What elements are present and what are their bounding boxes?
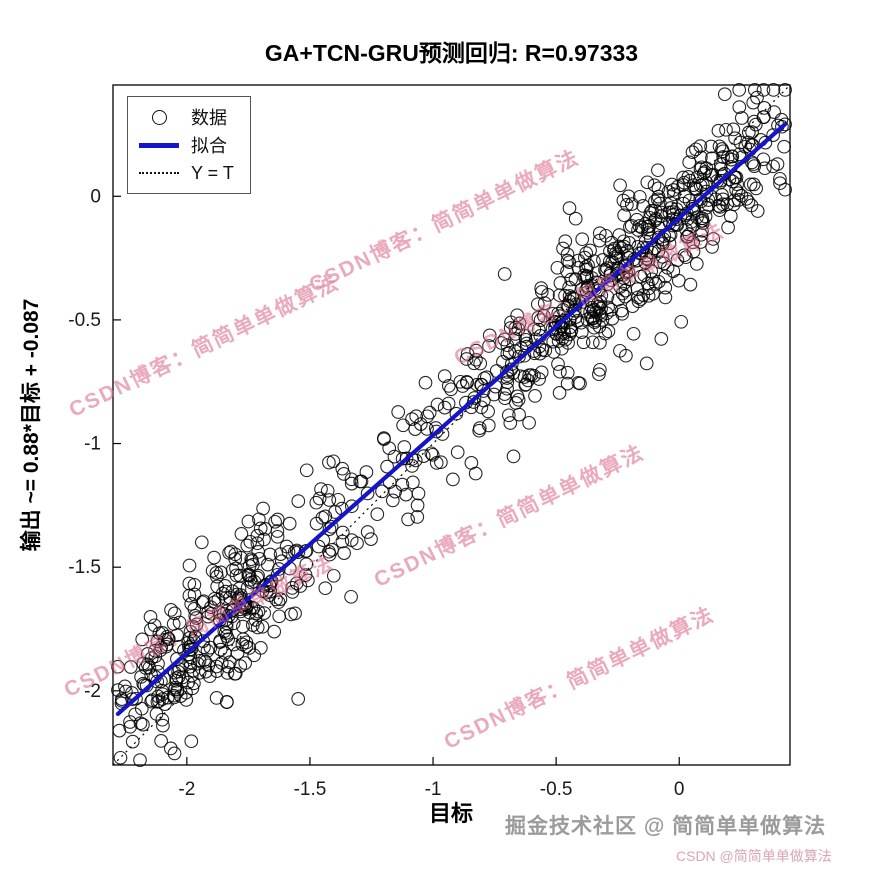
legend-item-fit: 拟合 (138, 131, 234, 159)
x-tick-label: -1.5 (294, 779, 327, 800)
y-tick-label: 0 (90, 186, 101, 207)
x-tick-label: 0 (674, 779, 685, 800)
legend-item-data: 数据 (138, 103, 234, 131)
x-axis-label: 目标 (428, 801, 474, 826)
chart-title: GA+TCN-GRU预测回归: R=0.97333 (264, 40, 639, 66)
x-tick-label: -2 (178, 779, 195, 800)
x-tick-label: -0.5 (540, 779, 573, 800)
community-credit: 掘金技术社区 @ 简简单单做算法 (505, 815, 827, 838)
identity-line (112, 84, 791, 766)
legend-label-fit: 拟合 (191, 136, 227, 156)
legend-marker-dotted-line-icon (138, 172, 180, 174)
y-tick-label: -2 (84, 681, 101, 702)
fit-line (115, 122, 788, 717)
legend-marker-circle-icon (138, 109, 180, 125)
y-tick-label: -0.5 (68, 310, 101, 331)
y-tick-label: -1 (84, 434, 101, 455)
csdn-credit: CSDN @简简单单做算法 (676, 848, 832, 864)
axes: -2 -1.5 -1 -0.5 0 -2 -1.5 -1 -0.5 0 (68, 84, 791, 800)
legend-box: 数据 拟合 Y = T (127, 96, 251, 194)
y-tick-label: -1.5 (68, 557, 101, 578)
legend-marker-fit-line-icon (138, 142, 180, 148)
legend-label-data: 数据 (191, 108, 227, 128)
x-tick-label: -1 (425, 779, 442, 800)
legend-label-identity: Y = T (191, 162, 234, 183)
legend-item-identity: Y = T (138, 159, 234, 187)
